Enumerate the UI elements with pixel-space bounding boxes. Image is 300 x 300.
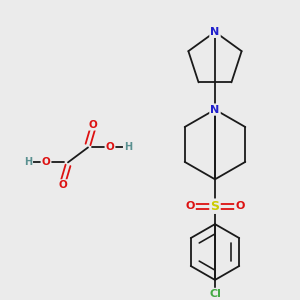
Text: O: O bbox=[106, 142, 114, 152]
Text: H: H bbox=[124, 142, 132, 152]
Text: O: O bbox=[235, 201, 245, 211]
Text: H: H bbox=[24, 158, 32, 167]
Text: O: O bbox=[42, 158, 50, 167]
Text: O: O bbox=[88, 119, 98, 130]
Text: N: N bbox=[210, 27, 220, 37]
Text: N: N bbox=[210, 105, 220, 115]
Text: S: S bbox=[211, 200, 220, 213]
Text: Cl: Cl bbox=[209, 289, 221, 299]
Text: O: O bbox=[185, 201, 195, 211]
Text: O: O bbox=[58, 180, 68, 190]
